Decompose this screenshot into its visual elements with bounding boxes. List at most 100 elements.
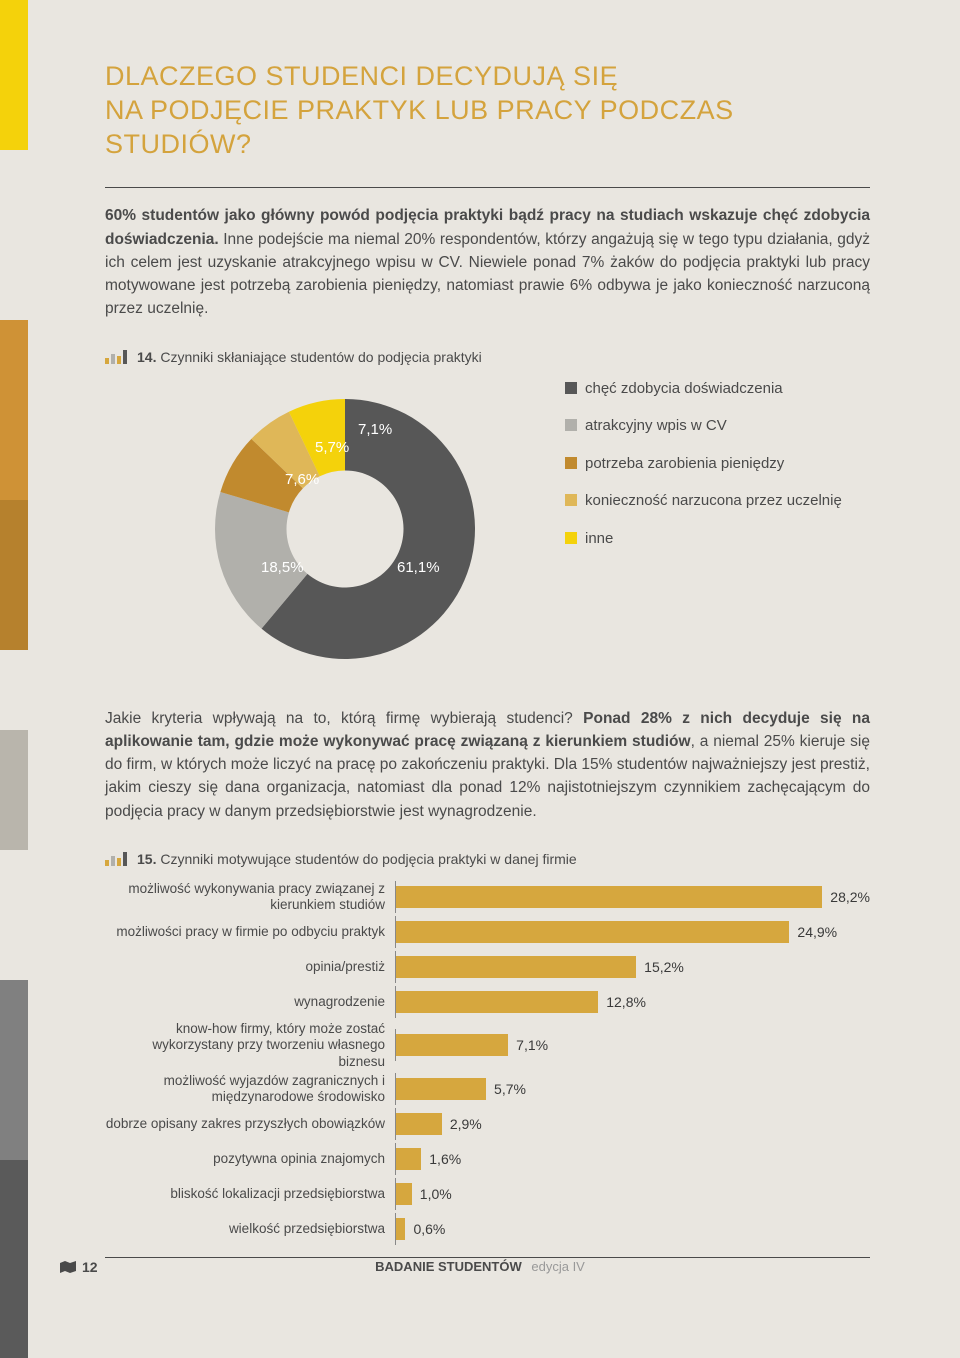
hbar-label: możliwość wyjazdów zagranicznych i międz…: [105, 1073, 395, 1105]
legend-label: atrakcyjny wpis w CV: [585, 416, 727, 436]
hbar-row: dobrze opisany zakres przyszłych obowiąz…: [105, 1108, 870, 1140]
hbar-value: 24,9%: [797, 924, 837, 940]
hbar-track: 7,1%: [395, 1029, 870, 1061]
donut-slice-label: 7,6%: [285, 471, 319, 488]
hbar-label: wynagrodzenie: [105, 994, 395, 1010]
page-title: DLACZEGO STUDENCI DECYDUJĄ SIĘ NA PODJĘC…: [105, 60, 870, 161]
hbar-fill: [396, 1218, 405, 1240]
legend-label: chęć zdobycia doświadczenia: [585, 379, 783, 399]
hbar-track: 28,2%: [395, 881, 870, 913]
divider: [105, 1257, 870, 1258]
chart-14-title: Czynniki skłaniające studentów do podjęc…: [160, 349, 481, 365]
hbar-value: 5,7%: [494, 1081, 526, 1097]
bars-icon: [105, 350, 127, 364]
legend-item: konieczność narzucona przez uczelnię: [565, 491, 842, 511]
side-stripe: [0, 1160, 28, 1358]
hbar-row: możliwości pracy w firmie po odbyciu pra…: [105, 916, 870, 948]
donut-legend: chęć zdobycia doświadczenia atrakcyjny wp…: [565, 379, 842, 567]
hbar-track: 2,9%: [395, 1108, 870, 1140]
hbar-row: know-how firmy, który może zostać wykorz…: [105, 1021, 870, 1070]
hbar-label: możliwość wykonywania pracy związanej z …: [105, 881, 395, 913]
divider: [105, 187, 870, 188]
hbar-row: możliwość wykonywania pracy związanej z …: [105, 881, 870, 913]
footer-edition: edycja IV: [531, 1259, 584, 1274]
hbar-track: 0,6%: [395, 1213, 870, 1245]
hbar-track: 15,2%: [395, 951, 870, 983]
hbar-value: 15,2%: [644, 959, 684, 975]
legend-swatch: [565, 494, 577, 506]
legend-label: konieczność narzucona przez uczelnię: [585, 491, 842, 511]
hbar-row: pozytywna opinia znajomych 1,6%: [105, 1143, 870, 1175]
donut-slice-label: 18,5%: [261, 559, 304, 576]
hbar-fill: [396, 1113, 442, 1135]
legend-label: inne: [585, 529, 613, 549]
legend-item: chęć zdobycia doświadczenia: [565, 379, 842, 399]
hbar-fill: [396, 956, 636, 978]
hbar-label: bliskość lokalizacji przedsiębiorstwa: [105, 1186, 395, 1202]
intro-paragraph-1: 60% studentów jako główny powód podjęcia…: [105, 204, 870, 320]
hbar-label: know-how firmy, który może zostać wykorz…: [105, 1021, 395, 1070]
hbar-fill: [396, 1148, 421, 1170]
hbar-value: 1,6%: [429, 1151, 461, 1167]
legend-item: potrzeba zarobienia pieniędzy: [565, 454, 842, 474]
chart-15-title: Czynniki motywujące studentów do podjęci…: [160, 851, 576, 867]
hbar-track: 24,9%: [395, 916, 870, 948]
legend-swatch: [565, 419, 577, 431]
map-icon: [60, 1261, 76, 1273]
hbar-row: wielkość przedsiębiorstwa 0,6%: [105, 1213, 870, 1245]
decorative-side-stripes: [0, 0, 28, 1358]
horizontal-bar-chart: możliwość wykonywania pracy związanej z …: [105, 881, 870, 1245]
legend-swatch: [565, 532, 577, 544]
page-number: 12: [82, 1259, 98, 1275]
para2-pre: Jakie kryteria wpływają na to, którą fir…: [105, 710, 583, 727]
donut-slice-label: 61,1%: [397, 559, 440, 576]
hbar-value: 0,6%: [413, 1221, 445, 1237]
hbar-row: wynagrodzenie 12,8%: [105, 986, 870, 1018]
legend-label: potrzeba zarobienia pieniędzy: [585, 454, 784, 474]
hbar-fill: [396, 1078, 486, 1100]
legend-swatch: [565, 382, 577, 394]
chart-15-number: 15.: [137, 851, 156, 867]
hbar-label: dobrze opisany zakres przyszłych obowiąz…: [105, 1116, 395, 1132]
hbar-value: 1,0%: [420, 1186, 452, 1202]
side-stripe: [0, 320, 28, 500]
chart-14-number: 14.: [137, 349, 156, 365]
legend-item: inne: [565, 529, 842, 549]
hbar-label: opinia/prestiż: [105, 959, 395, 975]
hbar-track: 12,8%: [395, 986, 870, 1018]
chart-14-header: 14. Czynniki skłaniające studentów do po…: [105, 349, 870, 365]
footer-brand: BADANIE STUDENTÓW: [375, 1259, 522, 1274]
hbar-value: 2,9%: [450, 1116, 482, 1132]
intro-paragraph-2: Jakie kryteria wpływają na to, którą fir…: [105, 707, 870, 823]
hbar-label: możliwości pracy w firmie po odbyciu pra…: [105, 924, 395, 940]
donut-slice-label: 5,7%: [315, 439, 349, 456]
title-line-1: DLACZEGO STUDENCI DECYDUJĄ SIĘ: [105, 61, 618, 91]
hbar-row: bliskość lokalizacji przedsiębiorstwa 1,0…: [105, 1178, 870, 1210]
hbar-label: pozytywna opinia znajomych: [105, 1151, 395, 1167]
side-stripe: [0, 980, 28, 1160]
legend-item: atrakcyjny wpis w CV: [565, 416, 842, 436]
hbar-track: 5,7%: [395, 1073, 870, 1105]
hbar-row: opinia/prestiż 15,2%: [105, 951, 870, 983]
side-stripe: [0, 500, 28, 650]
hbar-value: 12,8%: [606, 994, 646, 1010]
bars-icon: [105, 852, 127, 866]
hbar-fill: [396, 1034, 508, 1056]
side-stripe: [0, 730, 28, 850]
chart-15-header: 15. Czynniki motywujące studentów do pod…: [105, 851, 870, 867]
title-line-2: NA PODJĘCIE PRAKTYK LUB PRACY PODCZAS ST…: [105, 95, 734, 159]
hbar-label: wielkość przedsiębiorstwa: [105, 1221, 395, 1237]
hbar-row: możliwość wyjazdów zagranicznych i międz…: [105, 1073, 870, 1105]
para1-rest: Inne podejście ma niemal 20% respondentó…: [105, 231, 870, 318]
hbar-fill: [396, 886, 822, 908]
donut-slice-label: 7,1%: [358, 421, 392, 438]
page-number-block: 12: [60, 1259, 98, 1275]
donut-chart: 61,1% 18,5% 7,6% 5,7% 7,1%: [195, 379, 525, 679]
hbar-track: 1,6%: [395, 1143, 870, 1175]
hbar-value: 28,2%: [830, 889, 870, 905]
legend-swatch: [565, 457, 577, 469]
page-footer: 12 BADANIE STUDENTÓW edycja IV: [60, 1259, 900, 1274]
side-stripe: [0, 0, 28, 150]
hbar-fill: [396, 921, 789, 943]
hbar-value: 7,1%: [516, 1037, 548, 1053]
